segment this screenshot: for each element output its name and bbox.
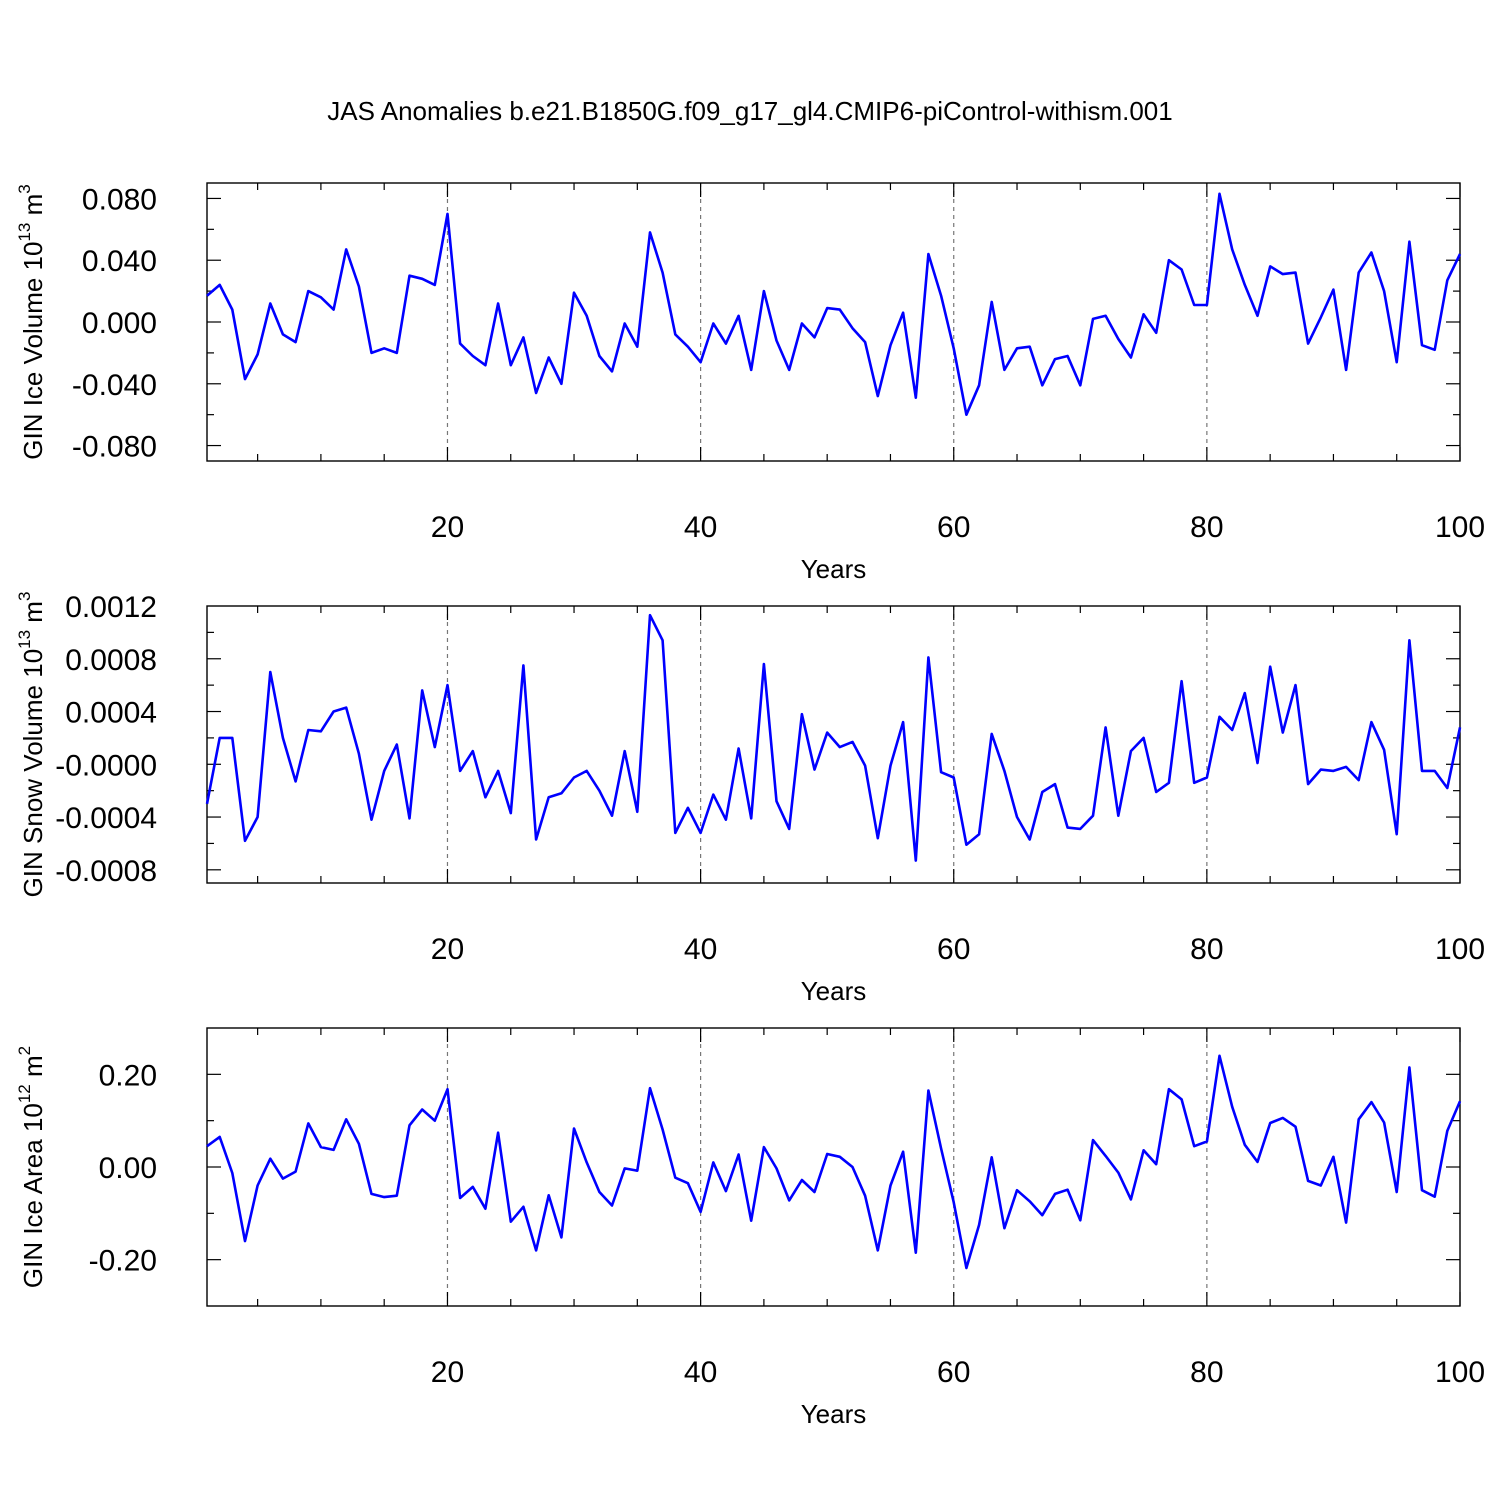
y-tick-label: 0.080: [82, 183, 157, 216]
plot-frame: [206, 1027, 1461, 1307]
panel-3: -0.20 0.00 0.20 20 40 60 80 100 Years GIN Ice Are…: [15, 1027, 1485, 1429]
x-tick-label: 100: [1435, 1356, 1485, 1389]
y-tick-label: -0.0000: [55, 749, 157, 782]
y-tick-label: 0.20: [99, 1059, 157, 1092]
y-tick-label: -0.0008: [55, 855, 157, 888]
x-tick-label: 20: [431, 1356, 464, 1389]
x-tick-label: 20: [431, 933, 464, 966]
x-tick-label: 80: [1190, 511, 1223, 544]
x-tick-label: 40: [684, 933, 717, 966]
y-tick-label: 0.0012: [65, 591, 157, 624]
panel-2: -0.0008 -0.0004 -0.0000 0.0004 0.0008 0.0012 2…: [15, 591, 1485, 1006]
y-tick-label: 0.00: [99, 1152, 157, 1185]
series-line: [206, 1054, 1462, 1270]
y-tick-label: -0.0004: [55, 802, 157, 835]
x-tick-label: 80: [1190, 1356, 1223, 1389]
y-tick-label: -0.080: [72, 431, 157, 464]
x-tick-label: 100: [1435, 933, 1485, 966]
chart-title: JAS Anomalies b.e21.B1850G.f09_g17_gl4.C…: [327, 96, 1172, 126]
y-tick-label: 0.000: [82, 307, 157, 340]
y-tick-label: 0.0004: [65, 697, 157, 730]
x-tick-label: 100: [1435, 511, 1485, 544]
plot-frame: [206, 182, 1461, 462]
x-tick-label: 60: [937, 511, 970, 544]
y-tick-label: -0.20: [89, 1245, 157, 1278]
plot-frame: [206, 605, 1461, 884]
y-tick-label: 0.040: [82, 245, 157, 278]
series-line: [206, 192, 1462, 417]
x-tick-label: 20: [431, 511, 464, 544]
x-tick-label: 80: [1190, 933, 1223, 966]
y-axis-label: GIN Ice Volume 1013 m3: [15, 184, 48, 460]
x-axis-label: Years: [801, 554, 867, 584]
chart-panels: -0.080 -0.040 0.000 0.040 0.080 20 40 60 80 100 Ye…: [15, 182, 1485, 1429]
x-tick-label: 60: [937, 933, 970, 966]
panel-1: -0.080 -0.040 0.000 0.040 0.080 20 40 60 80 100 Ye…: [15, 182, 1485, 584]
y-axis-label: GIN Snow Volume 1013 m3: [15, 592, 48, 898]
x-tick-label: 40: [684, 1356, 717, 1389]
x-tick-label: 60: [937, 1356, 970, 1389]
x-axis-label: Years: [801, 976, 867, 1006]
y-tick-label: 0.0008: [65, 644, 157, 677]
series-line: [205, 613, 1462, 862]
y-tick-label: -0.040: [72, 369, 157, 402]
x-tick-label: 40: [684, 511, 717, 544]
y-axis-label: GIN Ice Area 1012 m2: [15, 1046, 48, 1288]
x-axis-label: Years: [801, 1399, 867, 1429]
